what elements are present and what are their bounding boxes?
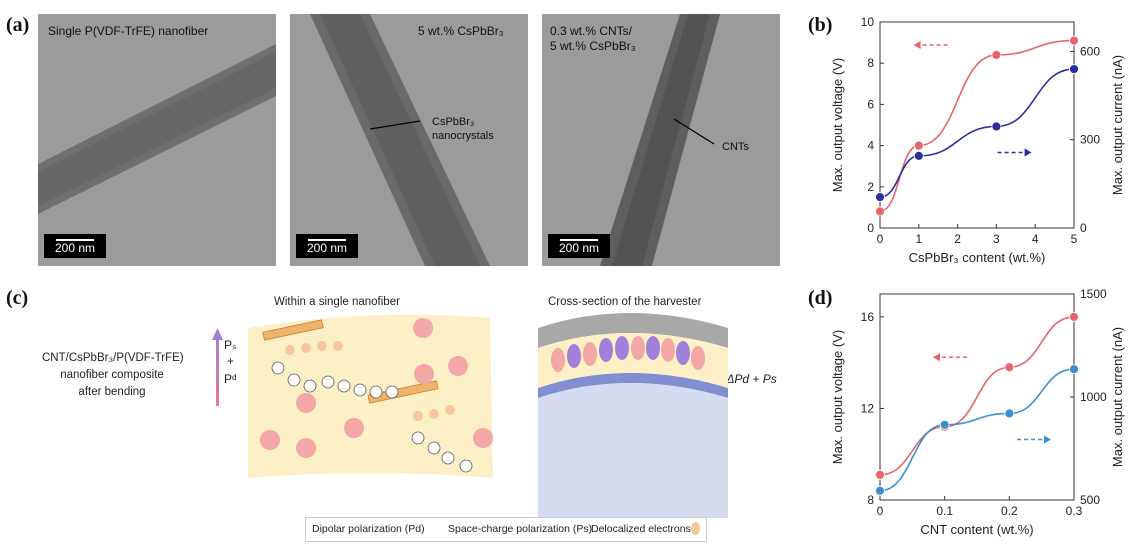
x-tick-label: 1 — [915, 232, 922, 246]
composite-label: CNT/CsPbBr₃/P(VDF-TrFE) nanofiber compos… — [42, 352, 184, 398]
nanofiber-graphic — [600, 14, 720, 266]
plus-label: + — [227, 354, 235, 368]
y-tick-label: 0 — [867, 221, 874, 235]
x-tick-label: 2 — [954, 232, 961, 246]
series-0-point — [875, 206, 885, 217]
y-tick-label: 12 — [861, 401, 875, 415]
tem-caption: 5 wt.% CsPbBr₃ — [418, 24, 504, 38]
plot-frame — [879, 21, 1075, 229]
tem-image-cnt-cspbbr3-fiber: 0.3 wt.% CNTs/ 5 wt.% CsPbBr₃ CNTs 200 n… — [542, 14, 780, 266]
x-tick-label: 3 — [993, 232, 1000, 246]
x-tick-label: 0.2 — [1001, 504, 1018, 518]
schematic-graphic — [212, 313, 728, 518]
series-1-line — [879, 368, 1075, 492]
cspbbr3-nanocrystals-label: CsPbBr₃ nanocrystals — [432, 116, 494, 142]
series-0-point — [913, 140, 924, 151]
series-1-point — [1004, 408, 1015, 419]
y2-tick-label: 600 — [1080, 44, 1100, 58]
y2-tick-label: 1000 — [1080, 390, 1107, 404]
x-tick-label: 0 — [877, 504, 884, 518]
y-tick-label: 8 — [867, 56, 874, 70]
series-0-point — [1069, 35, 1079, 46]
series-0-line — [879, 39, 1075, 213]
series-1-point — [875, 192, 885, 203]
y-axis-label: Max. output voltage (V) — [830, 58, 845, 192]
series-0-point — [875, 469, 885, 480]
series-0-point — [1004, 362, 1015, 373]
series-1-point — [939, 419, 950, 430]
series-1-point — [875, 485, 885, 496]
within-fiber-title: Within a single nanofiber — [274, 296, 400, 308]
series-0-point — [991, 50, 1002, 60]
y-tick-label: 4 — [867, 139, 874, 153]
scale-bar: 200 nm — [548, 234, 610, 258]
pd-label: Pᵈ — [224, 372, 237, 386]
tem-image-cspbbr3-fiber: 5 wt.% CsPbBr₃ CsPbBr₃ nanocrystals 200 … — [290, 14, 528, 266]
series-1-point — [913, 150, 924, 161]
y-tick-label: 2 — [867, 180, 874, 194]
tem-caption: Single P(VDF-TrFE) nanofiber — [48, 24, 209, 38]
y-tick-label: 6 — [867, 97, 874, 111]
ps-label: Pₛ — [224, 338, 237, 352]
panel-label-c: (c) — [6, 287, 29, 309]
series-1-point — [991, 121, 1002, 132]
series-1-line — [879, 68, 1075, 198]
y2-tick-label: 300 — [1080, 133, 1100, 147]
x-tick-label: 0 — [877, 232, 884, 246]
legend-dipolar: Dipolar polarization (Pd) — [312, 523, 425, 535]
x-tick-label: 0.1 — [936, 504, 953, 518]
schematic-legend: Dipolar polarization (Pd) Space-charge p… — [305, 517, 707, 542]
nanofiber-graphic — [310, 14, 490, 266]
series-1-arrow-head — [1024, 148, 1032, 157]
panel-label-b: (b) — [808, 14, 833, 36]
y2-tick-label: 0 — [1080, 221, 1087, 235]
series-0-point — [1069, 311, 1079, 322]
panel-label-a: (a) — [6, 14, 30, 36]
nanofiber-graphic — [38, 44, 276, 214]
series-0-line — [879, 316, 1075, 476]
series-1-arrow-head — [1044, 435, 1051, 444]
x-tick-label: 5 — [1071, 232, 1078, 246]
x-tick-label: 4 — [1032, 232, 1039, 246]
series-0-arrow-head — [913, 40, 921, 49]
legend-electrons: Delocalized electrons — [591, 523, 691, 535]
electron-icon — [691, 522, 700, 535]
series-1-point — [1069, 364, 1079, 375]
y2-axis-label: Max. output current (nA) — [1110, 327, 1125, 467]
x-axis-label: CsPbBr₃ content (wt.%) — [909, 250, 1046, 265]
y-tick-label: 10 — [861, 15, 875, 29]
tem-image-single-fiber: Single P(VDF-TrFE) nanofiber 200 nm — [38, 14, 276, 266]
series-0-arrow-head — [933, 353, 940, 362]
tem-caption: 0.3 wt.% CNTs/ 5 wt.% CsPbBr₃ — [550, 24, 636, 53]
scale-bar: 200 nm — [296, 234, 358, 258]
y-tick-label: 8 — [867, 493, 874, 507]
scale-bar: 200 nm — [44, 234, 106, 258]
y2-tick-label: 1500 — [1080, 287, 1107, 301]
x-tick-label: 0.3 — [1066, 504, 1083, 518]
panel-label-d: (d) — [808, 287, 833, 309]
chart-d: 0 0.1 0.2 0.3 8 12 16 500 1000 1500 CNT content (w… — [830, 287, 1125, 537]
cross-section-title: Cross-section of the harvester — [548, 296, 702, 308]
y-axis-label: Max. output voltage (V) — [830, 330, 845, 464]
y2-axis-label: Max. output current (nA) — [1110, 55, 1125, 195]
y2-tick-label: 500 — [1080, 493, 1100, 507]
y-tick-label: 16 — [861, 310, 875, 324]
cnts-label: CNTs — [722, 141, 749, 153]
x-axis-label: CNT content (wt.%) — [920, 522, 1033, 537]
series-1-point — [1069, 64, 1079, 74]
schematic-panel: CNT/CsPbBr₃/P(VDF-TrFE) nanofiber compos… — [38, 288, 778, 544]
legend-space-charge: Space-charge polarization (Ps) — [448, 523, 593, 535]
